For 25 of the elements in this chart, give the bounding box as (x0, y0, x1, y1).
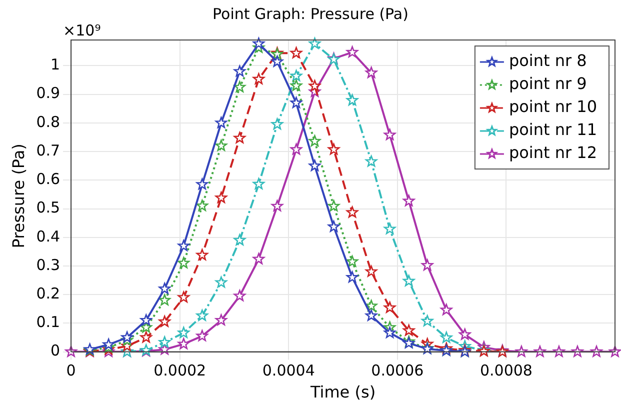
y-axis-title: Pressure (Pa) (8, 144, 28, 248)
legend-label: point nr 9 (508, 74, 587, 94)
x-tick-label: 0.0004 (262, 362, 315, 380)
y-tick-label: 0.2 (36, 284, 60, 302)
y-tick-label: 0.4 (36, 227, 60, 246)
y-tick-label: 0.3 (36, 256, 60, 274)
legend-label: point nr 11 (508, 120, 598, 140)
x-tick-label: 0.0002 (154, 362, 206, 380)
y-tick-label: 0.5 (36, 198, 60, 217)
x-tick-label: 0 (66, 362, 76, 380)
y-tick-label: 0.6 (36, 170, 60, 188)
x-tick-label: 0.0006 (371, 362, 424, 380)
chart-title: Point Graph: Pressure (Pa) (212, 4, 408, 23)
y-tick-label: 0.7 (36, 141, 60, 160)
legend-label: point nr 8 (508, 51, 587, 70)
y-tick-label: 0.1 (36, 313, 60, 332)
y-tick-label: 0.9 (36, 84, 60, 102)
x-tick-label: 0.0008 (480, 362, 532, 380)
legend-label: point nr 10 (508, 97, 598, 116)
x-axis-title: Time (s) (309, 382, 376, 402)
legend-label: point nr 12 (508, 143, 598, 162)
y-tick-label: 0.8 (36, 112, 60, 131)
y-tick-label: 0 (50, 342, 60, 360)
y-tick-label: 1 (50, 56, 60, 74)
text: ×10⁹ (63, 21, 101, 40)
